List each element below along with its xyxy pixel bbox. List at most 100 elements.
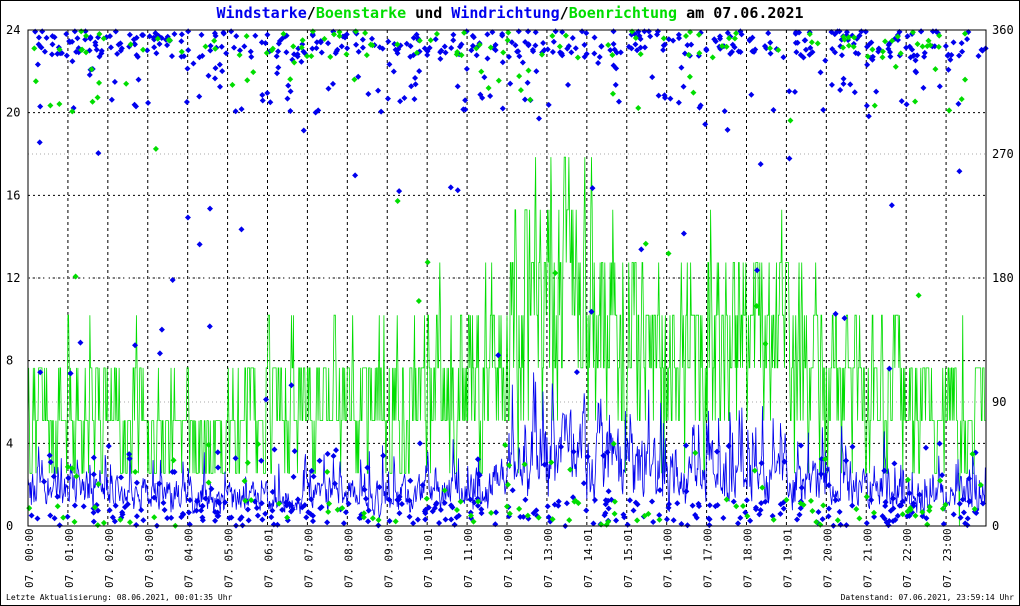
windrichtung-point [244,506,251,513]
windrichtung-point [786,155,793,162]
windrichtung-point [185,509,192,516]
windrichtung-point [90,509,97,516]
windrichtung-point [605,505,612,512]
windrichtung-point [217,83,224,90]
windrichtung-point [555,502,562,509]
windrichtung-point [214,449,221,456]
windrichtung-point [591,50,598,57]
x-tick-label: 07. 12:00 [502,528,515,588]
boenrichtung-point [840,44,847,51]
boenrichtung-point [250,69,257,76]
boenrichtung-point [83,32,90,39]
windrichtung-point [903,101,910,108]
windrichtung-point [376,484,383,491]
windrichtung-point [916,491,923,498]
windrichtung-point [107,44,114,51]
boenrichtung-point [165,37,172,44]
boenrichtung-point [244,77,251,84]
windrichtung-point [305,509,312,516]
windrichtung-point [269,488,276,495]
windrichtung-point [454,187,461,194]
boenrichtung-point [660,35,667,42]
boenrichtung-point [574,54,581,61]
windrichtung-point [479,94,486,101]
windrichtung-point [711,36,718,43]
windrichtung-point [262,40,269,47]
windrichtung-point [333,447,340,454]
boenrichtung-point [205,479,212,486]
boenrichtung-point [495,77,502,84]
windrichtung-point [484,31,491,38]
windrichtung-point [843,457,850,464]
boenrichtung-point [806,31,813,38]
x-tick-label: 07. 04:00 [183,528,196,588]
windrichtung-point [126,451,133,458]
windrichtung-point [532,42,539,49]
windrichtung-point [602,497,609,504]
windrichtung-point [135,76,142,83]
windrichtung-point [193,507,200,514]
boenrichtung-point [907,506,914,513]
windrichtung-point [93,46,100,53]
boenrichtung-point [731,35,738,42]
boenrichtung-point [879,54,886,61]
windrichtung-point [840,75,847,82]
windrichtung-point [232,108,239,115]
boenrichtung-point [939,505,946,512]
boenrichtung-point [140,46,147,53]
title-windstarke: Windstarke [216,4,307,22]
windrichtung-point [407,477,414,484]
windrichtung-point [145,99,152,106]
windrichtung-point [875,46,882,53]
windrichtung-point [37,43,44,50]
windrichtung-point [267,99,274,106]
windrichtung-point [865,113,872,120]
boenrichtung-point [299,37,306,44]
windrichtung-point [238,226,245,233]
windrichtung-point [758,500,765,507]
windrichtung-point [332,50,339,57]
boenrichtung-point [723,496,730,503]
windrichtung-point [684,42,691,49]
windrichtung-point [724,126,731,133]
windrichtung-point [208,485,215,492]
windrichtung-point [535,115,542,122]
windrichtung-point [263,396,270,403]
windrichtung-point [90,454,97,461]
windrichtung-point [199,502,206,509]
boenrichtung-point [151,514,158,521]
windrichtung-point [484,55,491,62]
windrichtung-point [909,46,916,53]
windrichtung-point [202,495,209,502]
boenrichtung-point [290,43,297,50]
windrichtung-point [525,28,532,35]
windrichtung-point [721,108,728,115]
boenrichtung-point [26,505,33,512]
windrichtung-point [283,499,290,506]
windrichtung-point [588,308,595,315]
windrichtung-point [955,100,962,107]
windrichtung-point [818,456,825,463]
windrichtung-point [820,106,827,113]
boenrichtung-point [909,29,916,36]
boenrichtung-point [343,51,350,58]
windrichtung-point [832,49,839,56]
x-tick-label: 07. 13:00 [542,528,555,588]
windrichtung-point [312,109,319,116]
boenrichtung-point [820,502,827,509]
boenrichtung-point [770,516,777,523]
windrichtung-point [105,443,112,450]
boenrichtung-point [127,41,134,48]
boenrichtung-point [759,484,766,491]
windrichtung-point [903,44,910,51]
windrichtung-point [737,514,744,521]
boenrichtung-point [609,52,616,59]
boenrichtung-point [211,37,218,44]
windrichtung-point [49,41,56,48]
footer-last-update: Letzte Aktualisierung: 08.06.2021, 00:01… [6,593,233,602]
windrichtung-point [728,48,735,55]
windrichtung-point [843,522,850,529]
boenrichtung-point [243,33,250,40]
windrichtung-point [241,43,248,50]
windrichtung-point [274,521,281,528]
